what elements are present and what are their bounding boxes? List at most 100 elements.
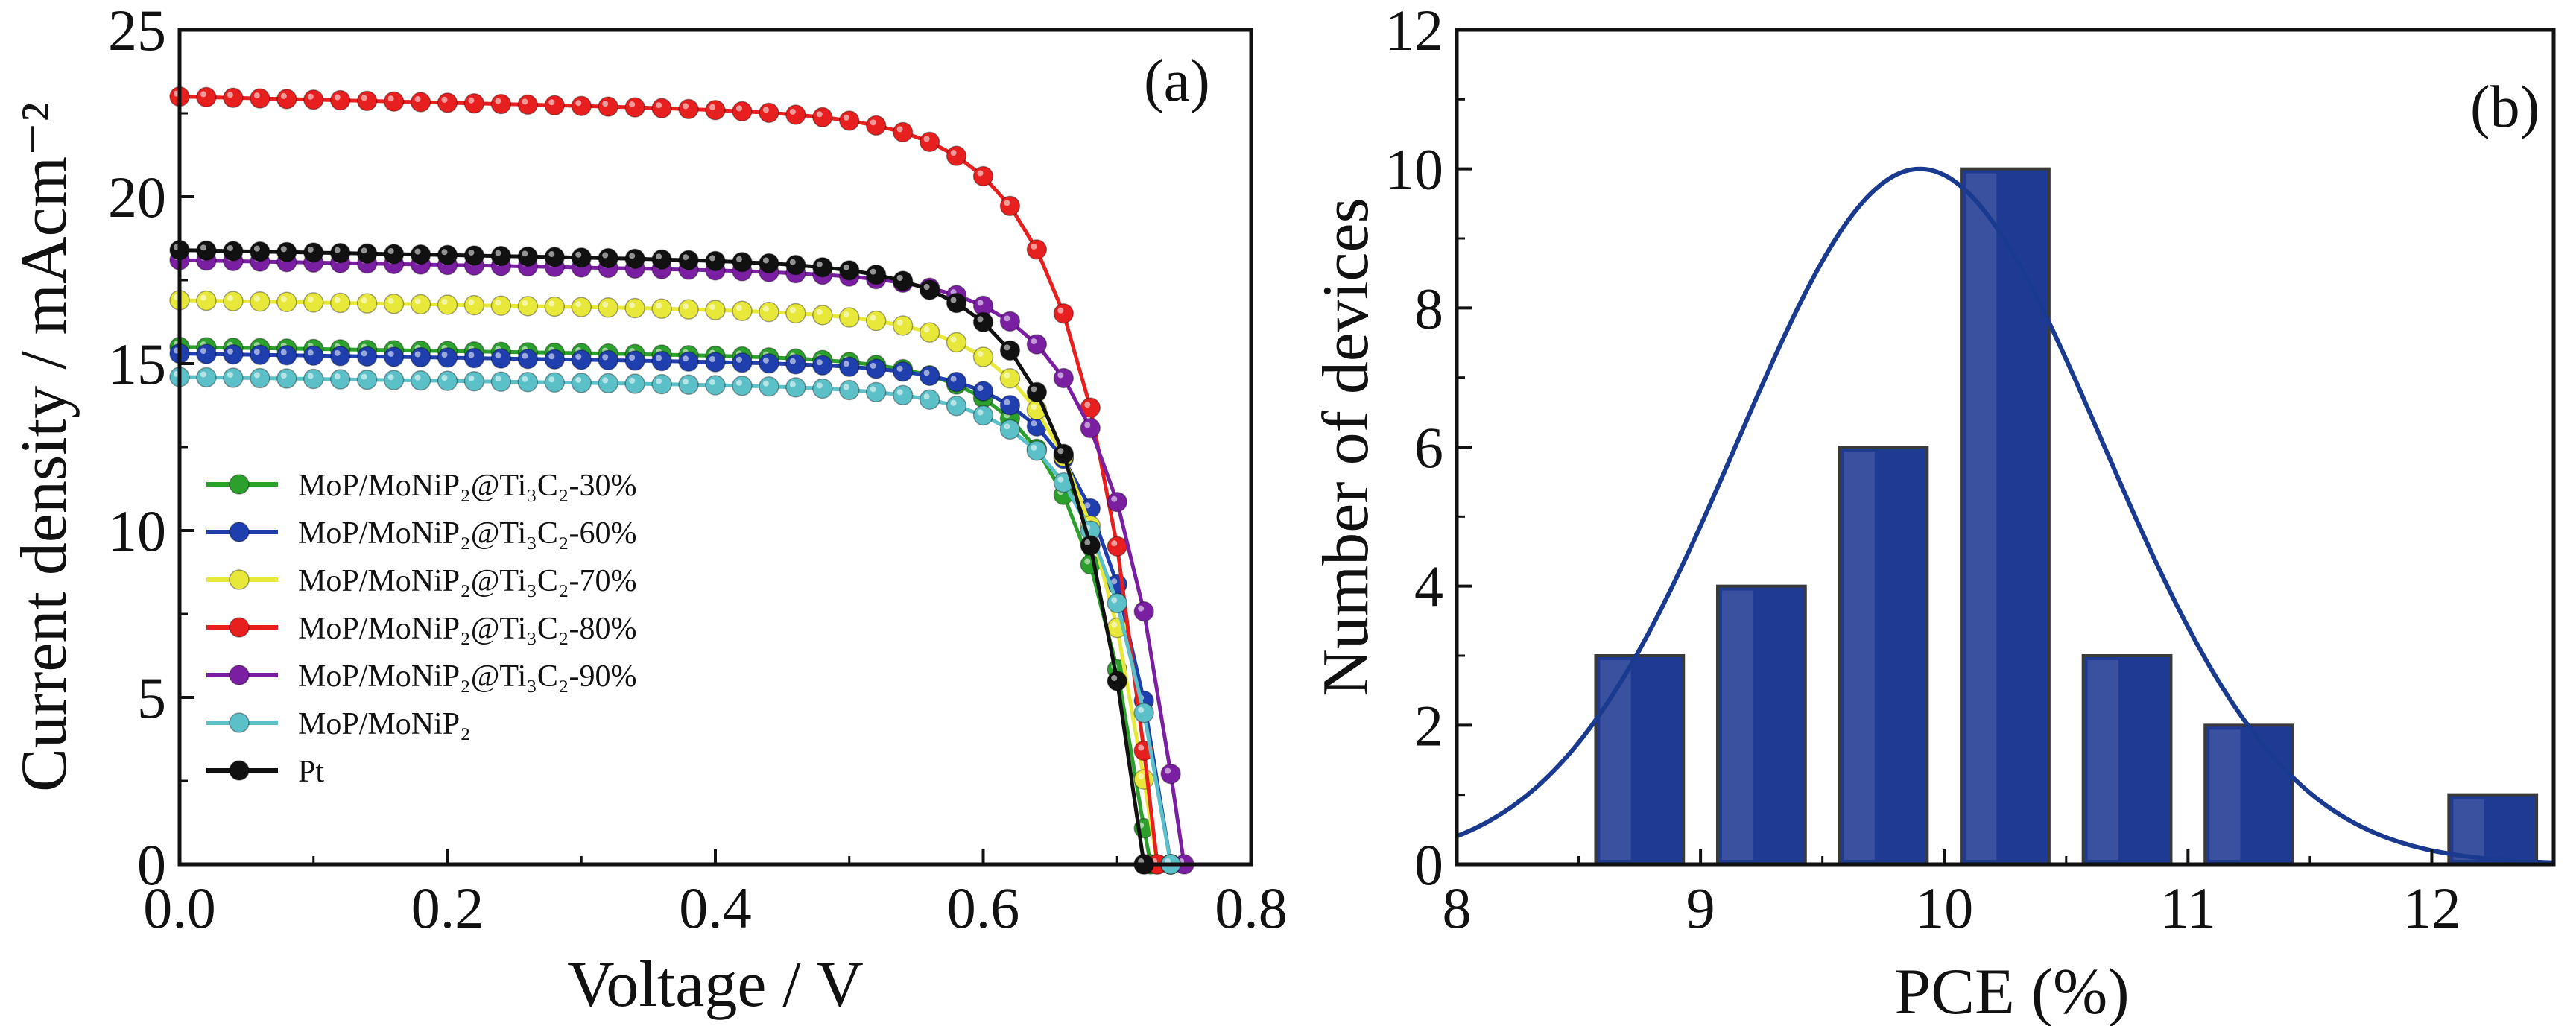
data-point-highlight	[441, 375, 448, 381]
data-point-highlight	[977, 384, 984, 391]
data-point	[571, 297, 592, 317]
data-point	[972, 165, 994, 187]
data-point	[598, 96, 618, 117]
data-point	[732, 251, 753, 273]
data-point	[490, 295, 512, 316]
data-point-highlight	[977, 300, 984, 306]
data-point-highlight	[789, 108, 796, 115]
data-point	[678, 351, 699, 373]
data-point-highlight	[280, 92, 287, 99]
data-point-highlight	[361, 297, 367, 304]
data-point	[383, 370, 405, 390]
data-point	[329, 369, 351, 390]
data-point	[250, 344, 270, 365]
data-point-highlight	[522, 250, 528, 257]
data-point-highlight	[414, 96, 421, 103]
data-point-highlight	[1004, 372, 1010, 379]
data-point-highlight	[548, 353, 555, 360]
data-point-highlight	[1004, 399, 1010, 405]
data-point	[303, 345, 324, 367]
panel-b-y-tick-label: 12	[1385, 0, 1443, 63]
data-point-highlight	[200, 371, 206, 378]
data-point-highlight	[522, 352, 528, 359]
data-point	[383, 346, 405, 367]
panel-b-bars	[1594, 167, 2539, 867]
series-mop-monip-ti-c-60	[169, 343, 1181, 875]
data-point-highlight	[575, 376, 582, 383]
data-point-highlight	[789, 358, 796, 364]
histogram-bar	[1594, 654, 1686, 866]
data-point	[571, 95, 592, 116]
data-point	[839, 110, 860, 131]
panel-b-ticks: 8 9 10 11 12 0 2 4 6 8 10 12	[1385, 0, 2461, 940]
data-point	[598, 297, 618, 318]
data-point	[919, 322, 940, 343]
panel-b-y-tick-label: 0	[1414, 832, 1443, 897]
data-point-highlight	[307, 296, 314, 303]
panel-b-y-axis-title: Number of devices	[1310, 197, 1382, 697]
data-point	[490, 93, 512, 115]
data-point	[356, 293, 378, 314]
data-point	[759, 352, 779, 374]
data-point-highlight	[522, 300, 528, 306]
data-point	[250, 241, 270, 262]
data-point	[812, 256, 833, 278]
panel-a-y-tick-label: 20	[108, 165, 166, 229]
data-point	[812, 305, 833, 326]
data-point	[946, 371, 967, 393]
data-point-highlight	[843, 361, 849, 367]
data-point-highlight	[1084, 539, 1091, 546]
data-point-highlight	[762, 107, 769, 113]
data-point-highlight	[334, 297, 341, 303]
data-point-highlight	[1004, 423, 1010, 430]
data-point	[759, 376, 779, 397]
data-point	[517, 372, 539, 393]
data-point-highlight	[575, 100, 582, 107]
data-point	[437, 294, 458, 315]
panel-a-x-tick-label: 0.0	[143, 875, 216, 940]
data-point	[517, 348, 539, 370]
data-point	[865, 358, 887, 379]
panel-a-x-tick-label: 0.8	[1215, 875, 1288, 940]
data-point-highlight	[227, 92, 233, 98]
data-point	[303, 242, 324, 263]
data-point-highlight	[200, 244, 206, 251]
legend-label: MoP/MoNiP₂@Ti₃C₂-70%	[298, 564, 637, 598]
data-point-highlight	[441, 96, 448, 103]
data-point	[919, 365, 940, 387]
data-point	[571, 247, 592, 268]
data-point	[624, 297, 645, 319]
data-point	[329, 292, 351, 314]
panel-b-y-tick-label: 8	[1414, 276, 1443, 341]
data-point	[223, 343, 244, 365]
data-point	[276, 291, 297, 313]
data-point	[785, 377, 806, 398]
panel-a-x-axis-title: Voltage / V	[567, 949, 864, 1021]
data-point-highlight	[495, 250, 501, 256]
data-point	[919, 279, 940, 300]
data-point-highlight	[495, 98, 501, 104]
data-point	[1107, 491, 1127, 513]
data-point-highlight	[1111, 674, 1118, 681]
data-point-highlight	[709, 379, 715, 385]
data-point	[999, 195, 1021, 217]
data-point-highlight	[307, 373, 314, 379]
data-point-highlight	[253, 295, 260, 302]
data-point	[517, 296, 539, 317]
data-point	[276, 89, 297, 110]
data-point-highlight	[950, 399, 957, 406]
data-point	[410, 92, 431, 113]
data-point	[598, 247, 618, 269]
data-point	[196, 290, 217, 311]
data-point	[303, 89, 324, 110]
data-point	[678, 250, 699, 270]
data-point	[196, 86, 217, 108]
data-point-highlight	[307, 349, 314, 356]
data-point	[1160, 763, 1181, 785]
data-point-highlight	[709, 304, 715, 311]
data-point	[651, 373, 672, 395]
data-point-highlight	[762, 357, 769, 364]
data-point-highlight	[1165, 767, 1171, 774]
data-point-highlight	[1138, 706, 1145, 713]
